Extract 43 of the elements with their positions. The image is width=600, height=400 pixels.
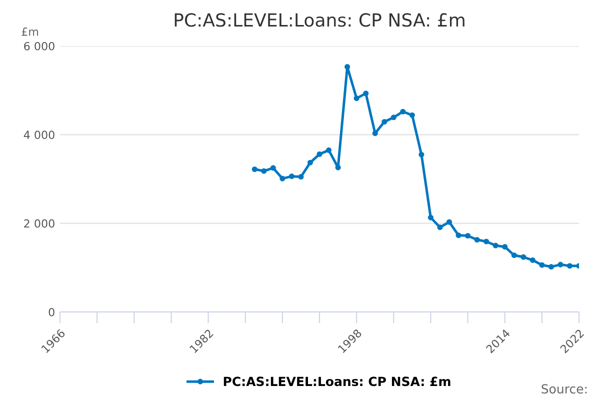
- point: [566, 263, 573, 269]
- point: [437, 224, 443, 230]
- point: [492, 242, 498, 248]
- point: [558, 262, 564, 268]
- point: [252, 166, 258, 172]
- point: [511, 252, 517, 258]
- point: [298, 174, 304, 180]
- point: [456, 232, 462, 238]
- point: [326, 147, 332, 153]
- point: [288, 174, 294, 180]
- source-note: Source:: [542, 384, 587, 394]
- point: [548, 264, 554, 270]
- point: [261, 168, 267, 174]
- point: [316, 151, 322, 157]
- point: [307, 160, 314, 166]
- y-tick-label: 6 000: [24, 42, 54, 50]
- y-tick-label: 2 000: [24, 219, 54, 228]
- point: [484, 238, 490, 244]
- point: [539, 262, 545, 268]
- point: [354, 96, 360, 102]
- point: [418, 152, 424, 158]
- point: [465, 232, 471, 239]
- point: [390, 114, 396, 120]
- point: [446, 219, 452, 225]
- point: [363, 90, 369, 96]
- point: [409, 112, 415, 118]
- point: [474, 236, 480, 243]
- point: [335, 164, 341, 170]
- y-tick-label: 0: [48, 308, 54, 316]
- point: [382, 119, 388, 125]
- point: [372, 130, 378, 136]
- y-tick-label: 4 000: [24, 130, 54, 140]
- point: [344, 64, 350, 70]
- point: [400, 108, 406, 114]
- point: [270, 165, 276, 171]
- legend-label: PC:AS:LEVEL:Loans: CP NSA: £m: [224, 376, 450, 386]
- y-axis-title: £m: [22, 27, 38, 36]
- point: [502, 244, 508, 250]
- point: [428, 214, 434, 220]
- chart-title: PC:AS:LEVEL:Loans: CP NSA: £m: [174, 13, 464, 27]
- point: [280, 176, 286, 182]
- point: [530, 257, 536, 263]
- point: [520, 254, 526, 260]
